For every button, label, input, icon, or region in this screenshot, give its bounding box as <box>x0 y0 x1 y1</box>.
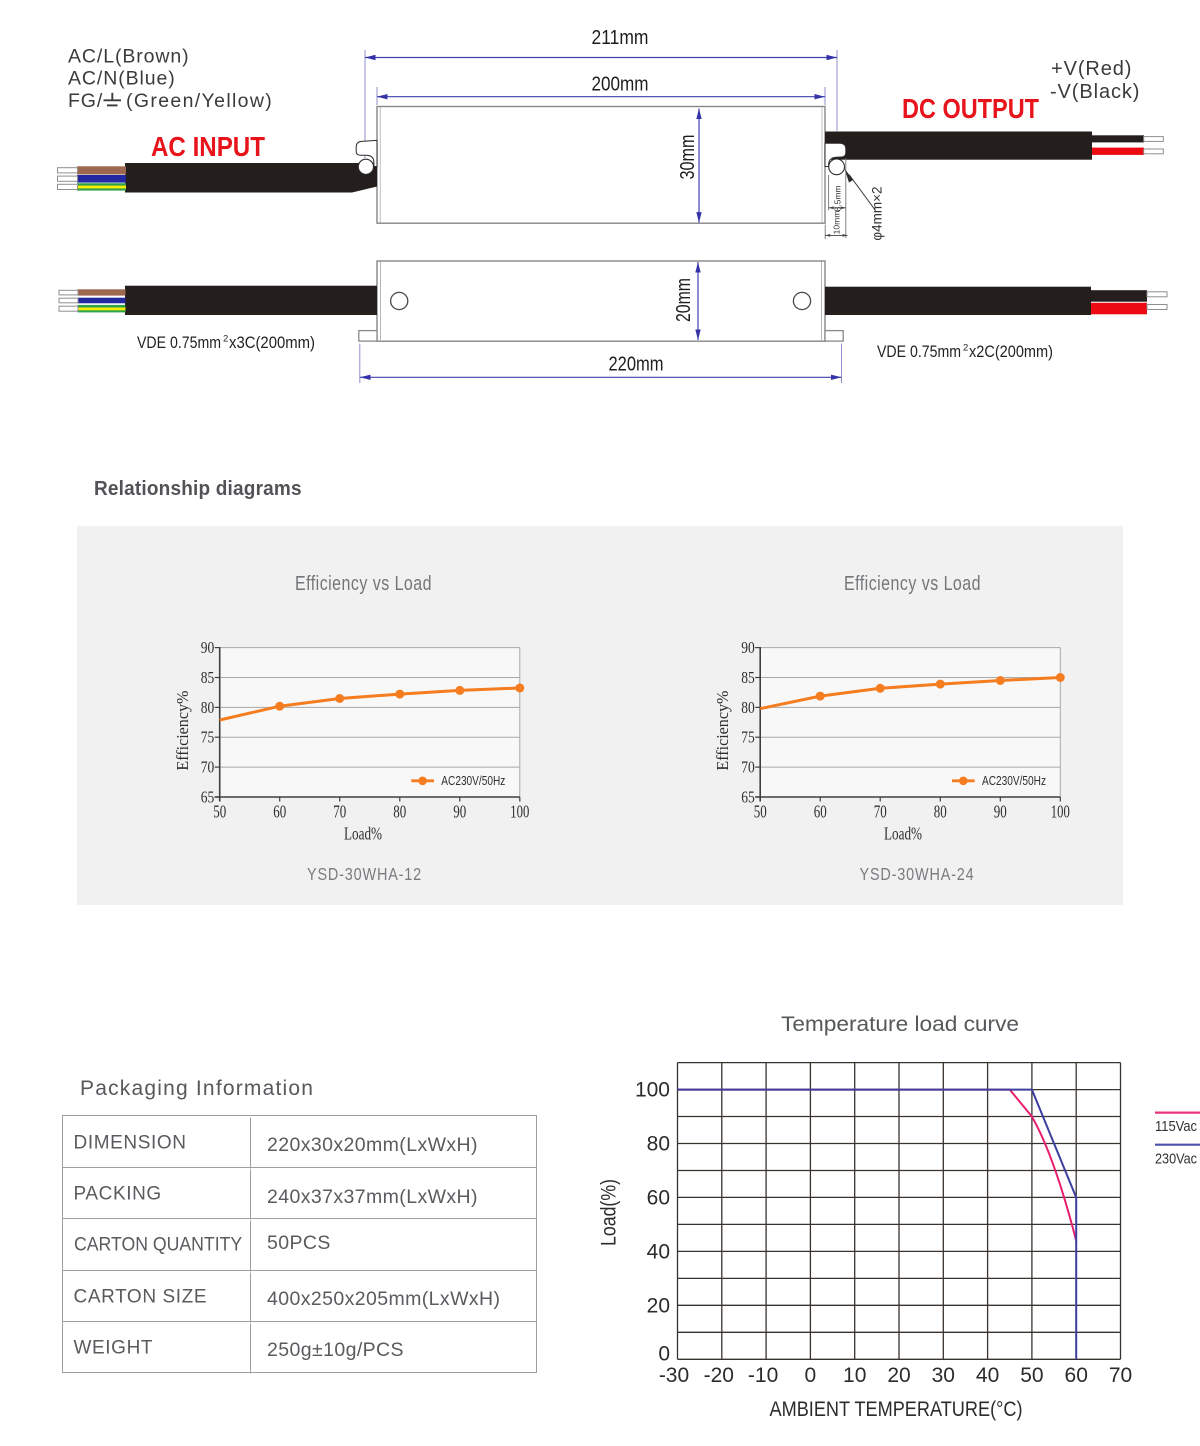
svg-text:AMBIENT TEMPERATURE(°C): AMBIENT TEMPERATURE(°C) <box>770 1398 1023 1421</box>
svg-text:90: 90 <box>453 802 466 822</box>
svg-text:220mm: 220mm <box>609 353 664 376</box>
svg-text:80: 80 <box>393 802 406 822</box>
svg-text:50: 50 <box>754 802 767 822</box>
svg-text:85: 85 <box>201 668 215 687</box>
svg-text:65: 65 <box>741 788 755 807</box>
svg-text:200mm: 200mm <box>592 73 649 96</box>
svg-text:40: 40 <box>976 1364 999 1387</box>
svg-text:90: 90 <box>741 638 755 657</box>
svg-text:80: 80 <box>934 802 947 822</box>
svg-text:Load%: Load% <box>344 824 382 844</box>
svg-text:YSD-30WHA-24: YSD-30WHA-24 <box>860 864 975 884</box>
svg-text:90: 90 <box>201 638 215 657</box>
svg-text:80: 80 <box>647 1133 670 1156</box>
svg-text:Load(%): Load(%) <box>598 1179 621 1246</box>
svg-text:AC INPUT: AC INPUT <box>151 131 265 162</box>
svg-text:115Vac: 115Vac <box>1155 1118 1197 1135</box>
svg-text:Load%: Load% <box>884 824 922 844</box>
svg-text:100: 100 <box>510 802 529 822</box>
svg-text:60: 60 <box>814 802 827 822</box>
svg-text:50: 50 <box>213 802 226 822</box>
svg-text:75: 75 <box>741 728 755 747</box>
svg-text:80: 80 <box>741 698 755 717</box>
svg-text:40: 40 <box>647 1240 670 1263</box>
svg-text:8.5mm: 8.5mm <box>833 186 843 212</box>
svg-text:AC/L(Brown): AC/L(Brown) <box>68 46 190 68</box>
svg-text:211mm: 211mm <box>592 26 649 49</box>
svg-text:x2C(200mm): x2C(200mm) <box>969 342 1053 361</box>
svg-text:50: 50 <box>1020 1364 1043 1387</box>
svg-text:75: 75 <box>201 728 215 747</box>
svg-text:0: 0 <box>805 1364 817 1387</box>
svg-text:AC230V/50Hz: AC230V/50Hz <box>982 774 1046 788</box>
svg-text:(Green/Yellow): (Green/Yellow) <box>126 90 273 112</box>
svg-text:70: 70 <box>1109 1364 1132 1387</box>
svg-text:100: 100 <box>1051 802 1070 822</box>
svg-text:100: 100 <box>635 1079 670 1102</box>
svg-text:10mm: 10mm <box>832 211 842 235</box>
svg-text:0: 0 <box>658 1342 670 1365</box>
svg-text:Efficiency%: Efficiency% <box>173 691 192 771</box>
svg-text:Efficiency vs Load: Efficiency vs Load <box>844 573 981 595</box>
svg-text:FG/: FG/ <box>68 90 103 112</box>
svg-text:230Vac: 230Vac <box>1155 1151 1197 1168</box>
svg-text:70: 70 <box>201 758 215 777</box>
svg-text:-20: -20 <box>704 1364 734 1387</box>
svg-text:60: 60 <box>273 802 286 822</box>
svg-text:60: 60 <box>1065 1364 1088 1387</box>
svg-text:30: 30 <box>932 1364 955 1387</box>
svg-text:DC OUTPUT: DC OUTPUT <box>902 93 1039 124</box>
svg-text:60: 60 <box>647 1187 670 1210</box>
svg-text:80: 80 <box>201 698 215 717</box>
svg-text:2: 2 <box>223 334 228 345</box>
svg-text:x3C(200mm): x3C(200mm) <box>229 333 315 352</box>
svg-text:70: 70 <box>741 758 755 777</box>
svg-text:VDE 0.75mm: VDE 0.75mm <box>877 342 961 361</box>
svg-text:90: 90 <box>994 802 1007 822</box>
svg-text:2: 2 <box>963 343 968 354</box>
svg-text:Efficiency%: Efficiency% <box>713 691 732 771</box>
svg-text:Temperature load curve: Temperature load curve <box>781 1012 1019 1036</box>
svg-text:85: 85 <box>741 668 755 687</box>
svg-text:+V(Red): +V(Red) <box>1051 58 1132 80</box>
svg-text:φ4mm×2: φ4mm×2 <box>870 186 885 240</box>
svg-text:20mm: 20mm <box>672 278 695 322</box>
svg-text:AC230V/50Hz: AC230V/50Hz <box>441 774 505 788</box>
svg-text:AC/N(Blue): AC/N(Blue) <box>68 68 176 90</box>
svg-text:-10: -10 <box>748 1364 778 1387</box>
svg-text:-30: -30 <box>659 1364 689 1387</box>
svg-text:YSD-30WHA-12: YSD-30WHA-12 <box>307 864 422 884</box>
svg-text:70: 70 <box>333 802 346 822</box>
svg-text:30mm: 30mm <box>676 135 699 180</box>
svg-text:70: 70 <box>874 802 887 822</box>
svg-text:10: 10 <box>843 1364 866 1387</box>
svg-text:-V(Black): -V(Black) <box>1050 81 1140 103</box>
svg-text:Efficiency vs Load: Efficiency vs Load <box>295 573 432 595</box>
svg-text:20: 20 <box>887 1364 910 1387</box>
svg-text:20: 20 <box>647 1294 670 1317</box>
svg-text:65: 65 <box>201 788 215 807</box>
svg-text:VDE 0.75mm: VDE 0.75mm <box>137 333 221 352</box>
